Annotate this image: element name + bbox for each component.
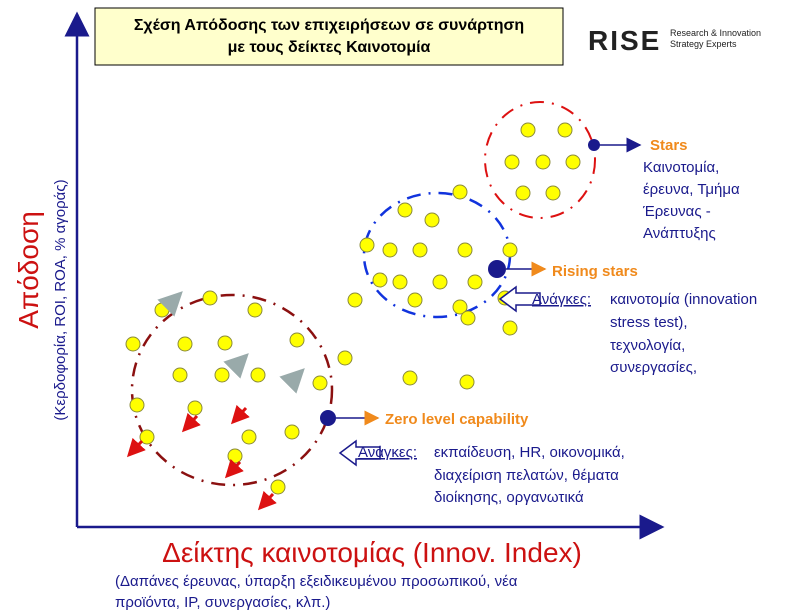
dot: [250, 367, 266, 383]
dot: [452, 299, 468, 315]
dot: [467, 274, 483, 290]
dot: [129, 397, 145, 413]
group-text: έρευνα, Τμήμα: [643, 181, 740, 198]
dot: [402, 370, 418, 386]
dot: [187, 400, 203, 416]
dot: [202, 290, 218, 306]
group-label: Rising stars: [552, 263, 638, 280]
title-line: Σχέση Απόδοσης των επιχειρήσεων σε συνάρ…: [134, 17, 524, 34]
down-arrow: [224, 458, 244, 479]
dot: [372, 272, 388, 288]
dot: [359, 237, 375, 253]
y-axis-subtitle: (Κερδοφορία, ROI, ROA, % αγοράς): [52, 179, 69, 420]
logo-tagline: Research & Innovation: [670, 28, 761, 38]
needs-label: Ανάγκες:: [358, 444, 417, 461]
dot: [520, 122, 536, 138]
dot: [312, 375, 328, 391]
group-text: Ανάπτυξης: [643, 225, 716, 242]
logo-tagline: Strategy Experts: [670, 39, 737, 49]
dot: [407, 292, 423, 308]
dot: [502, 320, 518, 336]
dot: [347, 292, 363, 308]
dot: [457, 242, 473, 258]
group-text: Έρευνας -: [642, 203, 711, 220]
x-axis-subtitle: (Δαπάνες έρευνας, ύπαρξη εξειδικευμένου …: [115, 573, 518, 590]
down-arrow: [181, 412, 201, 433]
dot: [424, 212, 440, 228]
down-arrow: [257, 490, 277, 511]
dot: [502, 242, 518, 258]
dot: [459, 374, 475, 390]
dot: [397, 202, 413, 218]
dot: [241, 429, 257, 445]
needs-arrow: [338, 439, 381, 467]
needs-arrow: [498, 285, 541, 313]
title-box: [94, 7, 564, 66]
dot: [214, 367, 230, 383]
dot: [270, 479, 286, 495]
dot: [504, 154, 520, 170]
dot: [565, 154, 581, 170]
group-marker: [320, 410, 336, 426]
dot: [412, 242, 428, 258]
needs-text: συνεργασίες,: [610, 359, 697, 376]
logo-name: RISE: [588, 25, 661, 56]
y-axis-title: Απόδοση: [13, 211, 44, 329]
title-line: με τους δείκτες Καινοτομία: [228, 39, 431, 56]
dot: [247, 302, 263, 318]
group-text: Καινοτομία,: [643, 159, 719, 176]
needs-text: τεχνολογία,: [610, 337, 685, 354]
down-arrow: [230, 404, 250, 425]
cluster-circle: [130, 293, 334, 487]
x-axis-title: Δείκτης καινοτομίας (Innov. Index): [162, 537, 582, 568]
needs-text: διοίκησης, οργανωτικά: [434, 489, 584, 506]
group-label: Stars: [650, 137, 688, 154]
dot: [125, 336, 141, 352]
dot: [557, 122, 573, 138]
dot: [515, 185, 531, 201]
dot: [289, 332, 305, 348]
dot: [154, 302, 170, 318]
needs-text: διαχείριση πελατών, θέματα: [434, 467, 619, 484]
needs-text: εκπαίδευση, HR, οικονομικά,: [434, 444, 625, 461]
needs-text: stress test),: [610, 314, 688, 331]
dot: [460, 310, 476, 326]
dot: [535, 154, 551, 170]
needs-label: Ανάγκες:: [532, 291, 591, 308]
dot: [172, 367, 188, 383]
down-arrow: [126, 437, 146, 458]
dot: [545, 185, 561, 201]
dot: [382, 242, 398, 258]
needs-text: καινοτομία (innovation: [610, 291, 757, 308]
group-marker: [488, 260, 506, 278]
dot: [392, 274, 408, 290]
dot: [227, 448, 243, 464]
up-arrow: [223, 353, 249, 379]
dot: [432, 274, 448, 290]
dot: [337, 350, 353, 366]
up-arrow: [157, 291, 183, 317]
dot: [284, 424, 300, 440]
group-label: Zero level capability: [385, 411, 529, 428]
trend-arrows: [126, 291, 305, 511]
dot: [452, 184, 468, 200]
x-axis-subtitle: προϊόντα, IP, συνεργασίες, κλπ.): [115, 594, 330, 611]
up-arrow: [279, 368, 305, 394]
cluster-circle: [484, 101, 596, 219]
dot: [177, 336, 193, 352]
dot: [217, 335, 233, 351]
group-marker: [588, 139, 600, 151]
